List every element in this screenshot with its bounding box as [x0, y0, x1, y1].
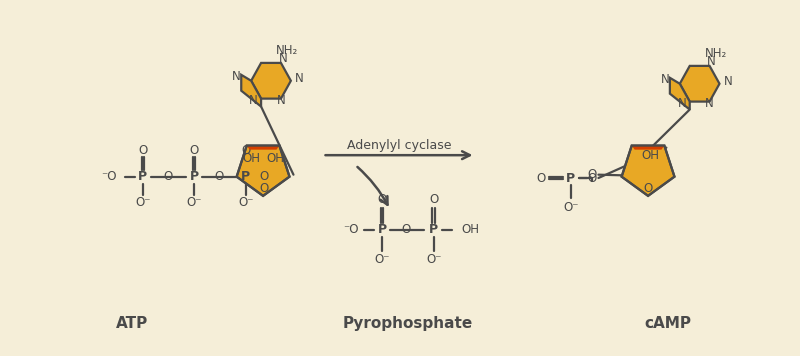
Text: N: N: [232, 70, 241, 83]
Text: OH: OH: [642, 149, 660, 162]
Polygon shape: [680, 66, 719, 101]
Text: P: P: [378, 223, 386, 236]
Text: O: O: [588, 172, 597, 184]
Text: O: O: [214, 170, 224, 183]
Text: O: O: [259, 170, 268, 183]
Text: N: N: [277, 94, 286, 107]
Text: O: O: [402, 223, 410, 236]
Text: O⁻: O⁻: [374, 253, 390, 266]
Text: O⁻: O⁻: [563, 201, 578, 214]
Text: ⁻O: ⁻O: [102, 170, 117, 183]
Text: cAMP: cAMP: [644, 316, 691, 331]
Text: N: N: [661, 73, 670, 86]
Text: O: O: [378, 193, 386, 206]
Text: P: P: [242, 170, 250, 183]
Text: O: O: [259, 182, 269, 195]
Text: Pyrophosphate: Pyrophosphate: [343, 316, 473, 331]
Text: O: O: [588, 168, 597, 181]
Text: ⁻O: ⁻O: [343, 223, 358, 236]
Polygon shape: [622, 146, 674, 196]
Text: OH: OH: [462, 223, 479, 236]
Text: O: O: [163, 170, 173, 183]
Text: N: N: [723, 75, 732, 88]
Text: P: P: [429, 223, 438, 236]
Text: Adenylyl cyclase: Adenylyl cyclase: [346, 139, 451, 152]
Text: N: N: [678, 97, 686, 110]
Polygon shape: [632, 146, 664, 150]
Text: O: O: [536, 172, 546, 184]
Text: O⁻: O⁻: [238, 196, 254, 209]
Text: N: N: [295, 72, 303, 85]
Text: ATP: ATP: [116, 316, 148, 331]
Text: N: N: [278, 52, 287, 66]
Text: O⁻: O⁻: [135, 196, 150, 209]
Text: O: O: [242, 145, 250, 157]
Polygon shape: [251, 63, 291, 99]
Text: N: N: [705, 97, 714, 110]
Text: O: O: [429, 193, 438, 206]
Text: O⁻: O⁻: [426, 253, 442, 266]
Text: O: O: [190, 145, 199, 157]
Text: OH: OH: [266, 152, 285, 165]
Text: P: P: [566, 172, 575, 184]
Text: O: O: [138, 145, 147, 157]
Text: O: O: [643, 182, 653, 195]
Text: OH: OH: [242, 152, 261, 165]
Text: N: N: [707, 56, 716, 68]
Polygon shape: [246, 146, 279, 150]
Text: NH₂: NH₂: [704, 47, 726, 61]
Polygon shape: [237, 146, 290, 196]
Text: N: N: [249, 94, 258, 107]
Text: P: P: [190, 170, 199, 183]
Text: P: P: [138, 170, 147, 183]
Polygon shape: [670, 78, 690, 110]
Text: NH₂: NH₂: [276, 44, 298, 58]
Text: O⁻: O⁻: [186, 196, 202, 209]
Polygon shape: [242, 75, 261, 106]
